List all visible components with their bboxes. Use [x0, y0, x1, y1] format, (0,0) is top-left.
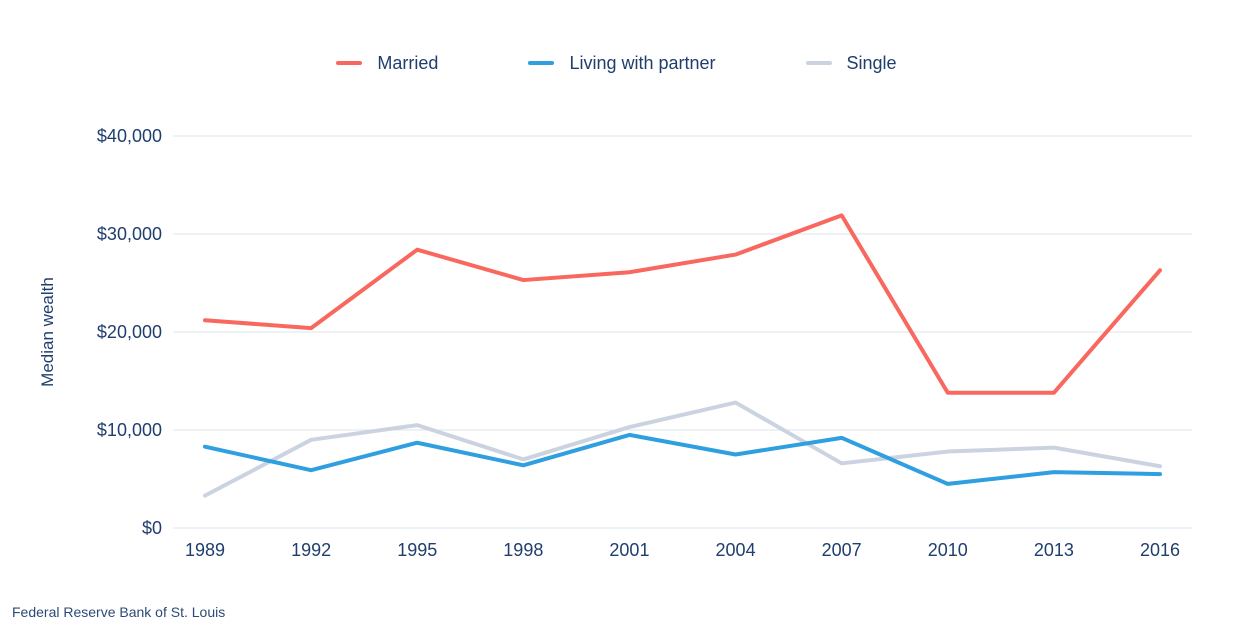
legend-label: Living with partner [569, 53, 716, 73]
legend-swatch-married [336, 61, 363, 65]
legend-label: Single [846, 53, 897, 73]
source-attribution: Federal Reserve Bank of St. Louis [12, 604, 226, 620]
x-tick-label: 2004 [716, 540, 756, 560]
x-tick-label: 2010 [928, 540, 968, 560]
y-tick-label: $40,000 [97, 126, 162, 146]
legend-item-married[interactable]: Married [336, 52, 438, 74]
x-tick-label: 2016 [1140, 540, 1180, 560]
x-tick-label: 2001 [609, 540, 649, 560]
y-axis-title: Median wealth [38, 277, 57, 387]
y-tick-label: $0 [142, 518, 162, 538]
legend-swatch-living-with-partner [528, 61, 555, 65]
legend-swatch-single [805, 61, 832, 65]
x-tick-label: 1995 [397, 540, 437, 560]
legend-item-single[interactable]: Single [805, 52, 897, 74]
legend-item-living-with-partner[interactable]: Living with partner [528, 52, 716, 74]
legend-label: Married [377, 53, 439, 73]
x-tick-label: 1992 [291, 540, 331, 560]
series-line-single [203, 400, 1162, 498]
x-tick-label: 2013 [1034, 540, 1074, 560]
series-line-living-with-partner [203, 432, 1162, 486]
chart-legend: Married Living with partner Single [0, 52, 1233, 74]
y-tick-label: $10,000 [97, 420, 162, 440]
series-line-married [203, 213, 1162, 395]
x-tick-label: 2007 [822, 540, 862, 560]
x-tick-label: 1998 [503, 540, 543, 560]
x-tick-label: 1989 [185, 540, 225, 560]
y-tick-label: $30,000 [97, 224, 162, 244]
y-tick-label: $20,000 [97, 322, 162, 342]
